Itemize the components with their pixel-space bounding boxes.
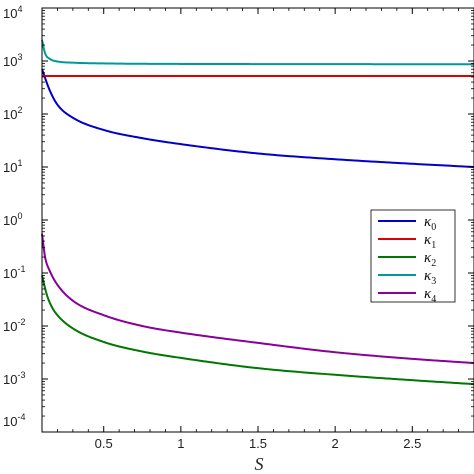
series-line-3 [41,39,474,66]
y-tick-label: 10-4 [3,412,25,429]
y-tick-label: 102 [3,105,22,122]
y-tick-label: 104 [3,4,22,21]
y-tick-exponent: 1 [17,158,22,168]
series-line-2 [41,275,474,386]
y-tick-exponent: -4 [17,412,25,422]
y-tick-label: 101 [3,158,22,175]
y-tick-exponent: -1 [17,264,25,274]
legend-subscript: 3 [431,276,436,287]
legend-symbol: κ [424,250,432,266]
y-tick-label: 10-2 [3,317,25,334]
y-tick-exponent: -3 [17,370,25,380]
y-tick-base: 10 [3,213,17,228]
legend-label: κ4 [424,286,436,305]
legend-label: κ2 [424,250,436,269]
x-axis-label: S [255,454,264,474]
y-tick-base: 10 [3,372,17,387]
legend-symbol: κ [424,214,432,230]
y-tick-base: 10 [3,266,17,281]
x-tick-label: 2.5 [403,436,421,451]
y-tick-label: 10-1 [3,264,25,281]
x-tick-label: 1 [177,436,184,451]
y-tick-base: 10 [3,319,17,334]
x-tick-label: 0.5 [95,436,113,451]
legend-symbol: κ [424,232,432,248]
x-tick-label: 2 [332,436,339,451]
y-tick-base: 10 [3,54,17,69]
series-line-0 [41,68,474,168]
legend-label: κ3 [424,268,436,287]
y-tick-base: 10 [3,160,17,175]
y-tick-exponent: 0 [17,211,22,221]
x-tick-label: 1.5 [249,436,267,451]
legend-subscript: 2 [431,258,436,269]
legend-subscript: 0 [431,222,436,233]
series-lines [41,39,474,386]
y-tick-base: 10 [3,414,17,429]
y-tick-exponent: 2 [17,105,22,115]
x-axis: 0.5 1 1.5 2 2.5 [57,8,459,451]
y-tick-label: 103 [3,52,22,69]
y-tick-base: 10 [3,6,17,21]
legend-symbol: κ [424,268,432,284]
legend-subscript: 4 [431,294,436,305]
y-tick-exponent: -2 [17,317,25,327]
y-tick-label: 10-3 [3,370,25,387]
y-tick-base: 10 [3,107,17,122]
legend-subscript: 1 [431,240,436,251]
legend-symbol: κ [424,286,432,302]
y-tick-exponent: 3 [17,52,22,62]
series-line-4 [41,233,474,365]
legend-label: κ1 [424,232,436,251]
legend-label: κ0 [424,214,436,233]
y-tick-exponent: 4 [17,4,22,14]
y-tick-label: 100 [3,211,22,228]
